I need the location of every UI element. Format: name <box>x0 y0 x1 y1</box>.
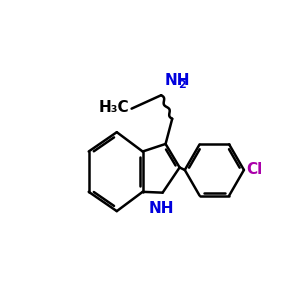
Text: H₃C: H₃C <box>99 100 130 115</box>
Text: NH: NH <box>164 73 190 88</box>
Text: NH: NH <box>149 201 174 216</box>
Text: Cl: Cl <box>246 162 262 177</box>
Text: 2: 2 <box>178 80 186 90</box>
